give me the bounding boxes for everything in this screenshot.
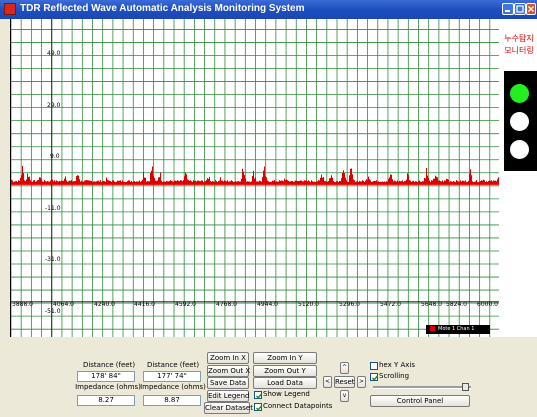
scrolling-checkbox[interactable] [370, 373, 379, 381]
minimize-icon [505, 10, 510, 12]
checkmark-icon [255, 405, 263, 411]
maximize-icon [516, 5, 524, 13]
x-tick-label: 5120.0 [298, 301, 319, 308]
impedance2-field[interactable]: 8.87 [143, 395, 201, 406]
reset-button[interactable]: Reset [334, 376, 355, 388]
load-data-button[interactable]: Load Data [253, 377, 317, 389]
y-tick-label: -31.0 [45, 256, 61, 263]
hex-y-axis-label: hex Y Axis [379, 361, 416, 369]
zoom-in-y-button[interactable]: Zoom In Y [253, 352, 317, 364]
x-tick-label: 5296.0 [339, 301, 360, 308]
distance2-label: Distance (feet) [146, 361, 200, 369]
close-icon [528, 6, 534, 12]
close-button[interactable] [526, 3, 536, 15]
y-tick-label: 9.0 [50, 153, 60, 160]
pan-left-button[interactable]: < [323, 376, 332, 388]
y-tick-label: 49.0 [47, 50, 61, 57]
zoom-in-x-button[interactable]: Zoom In X [207, 352, 249, 364]
x-tick-label: 6000.0 [477, 301, 498, 308]
x-tick-label: 4416.0 [134, 301, 155, 308]
waveform-plot[interactable]: 49.0 29.0 9.0 -11.0 -31.0 -51.0 3888.0 4… [10, 19, 501, 337]
impedance1-field[interactable]: 8.27 [77, 395, 135, 406]
scroll-slider-thumb[interactable] [462, 383, 470, 391]
y-tick-label: -11.0 [45, 205, 61, 212]
x-tick-label: 4768.0 [216, 301, 237, 308]
control-panel-button[interactable]: Control Panel [370, 395, 470, 407]
monitor-title-line2: 모니터링 [504, 46, 534, 55]
x-tick-label: 3888.0 [12, 301, 33, 308]
waveform-chart [11, 19, 500, 337]
status-light-panel [504, 71, 537, 171]
zoom-out-y-button[interactable]: Zoom Out Y [253, 365, 317, 377]
edit-legend-button[interactable]: Edit Legend [207, 390, 250, 402]
x-tick-label: 4240.0 [94, 301, 115, 308]
pan-up-button[interactable]: ^ [340, 362, 349, 374]
status-light-off [510, 112, 529, 131]
y-tick-label: -51.0 [45, 308, 61, 315]
app-icon [4, 3, 16, 15]
x-tick-label: 4944.0 [257, 301, 278, 308]
x-tick-label: 5472.0 [380, 301, 401, 308]
chart-legend: Mote 1 Chan 1 [426, 325, 490, 334]
x-tick-label: 5648.0 [421, 301, 442, 308]
clear-dataset-button[interactable]: Clear Dataset [204, 402, 253, 414]
show-legend-label: Show Legend [263, 390, 310, 398]
status-light-green [510, 84, 529, 103]
distance2-field[interactable]: 177' 74" [143, 371, 201, 382]
distance1-field[interactable]: 178' 84" [77, 371, 135, 382]
x-tick-label: 4592.0 [175, 301, 196, 308]
window-title: TDR Reflected Wave Automatic Analysis Mo… [20, 3, 305, 14]
y-tick-label: 29.0 [47, 102, 61, 109]
status-light-off [510, 140, 529, 159]
scrolling-label: Scrolling [379, 372, 410, 380]
maximize-button[interactable] [514, 3, 526, 15]
impedance1-label: Impedance (ohms) [75, 383, 141, 391]
monitor-panel [499, 19, 537, 337]
x-tick-label: 5824.0 [446, 301, 467, 308]
monitor-title-line1: 누수탐지 [504, 34, 534, 43]
pan-right-button[interactable]: > [357, 376, 366, 388]
connect-datapoints-checkbox[interactable] [254, 403, 263, 411]
scroll-slider-track[interactable] [373, 386, 471, 389]
title-bar: TDR Reflected Wave Automatic Analysis Mo… [0, 0, 537, 19]
distance1-label: Distance (feet) [82, 361, 136, 369]
checkmark-icon [255, 393, 263, 399]
minimize-button[interactable] [502, 3, 514, 15]
legend-label: Mote 1 Chan 1 [438, 326, 475, 332]
show-legend-checkbox[interactable] [254, 391, 263, 399]
impedance2-label: Impedance (ohms) [140, 383, 206, 391]
save-data-button[interactable]: Save Data [207, 377, 249, 389]
hex-y-axis-checkbox[interactable] [370, 362, 378, 370]
checkmark-icon [371, 375, 379, 381]
x-tick-label: 4064.0 [53, 301, 74, 308]
legend-swatch [430, 326, 435, 331]
zoom-out-x-button[interactable]: Zoom Out X [207, 365, 251, 377]
connect-datapoints-label: Connect Datapoints [263, 402, 333, 410]
pan-down-button[interactable]: v [340, 390, 349, 402]
